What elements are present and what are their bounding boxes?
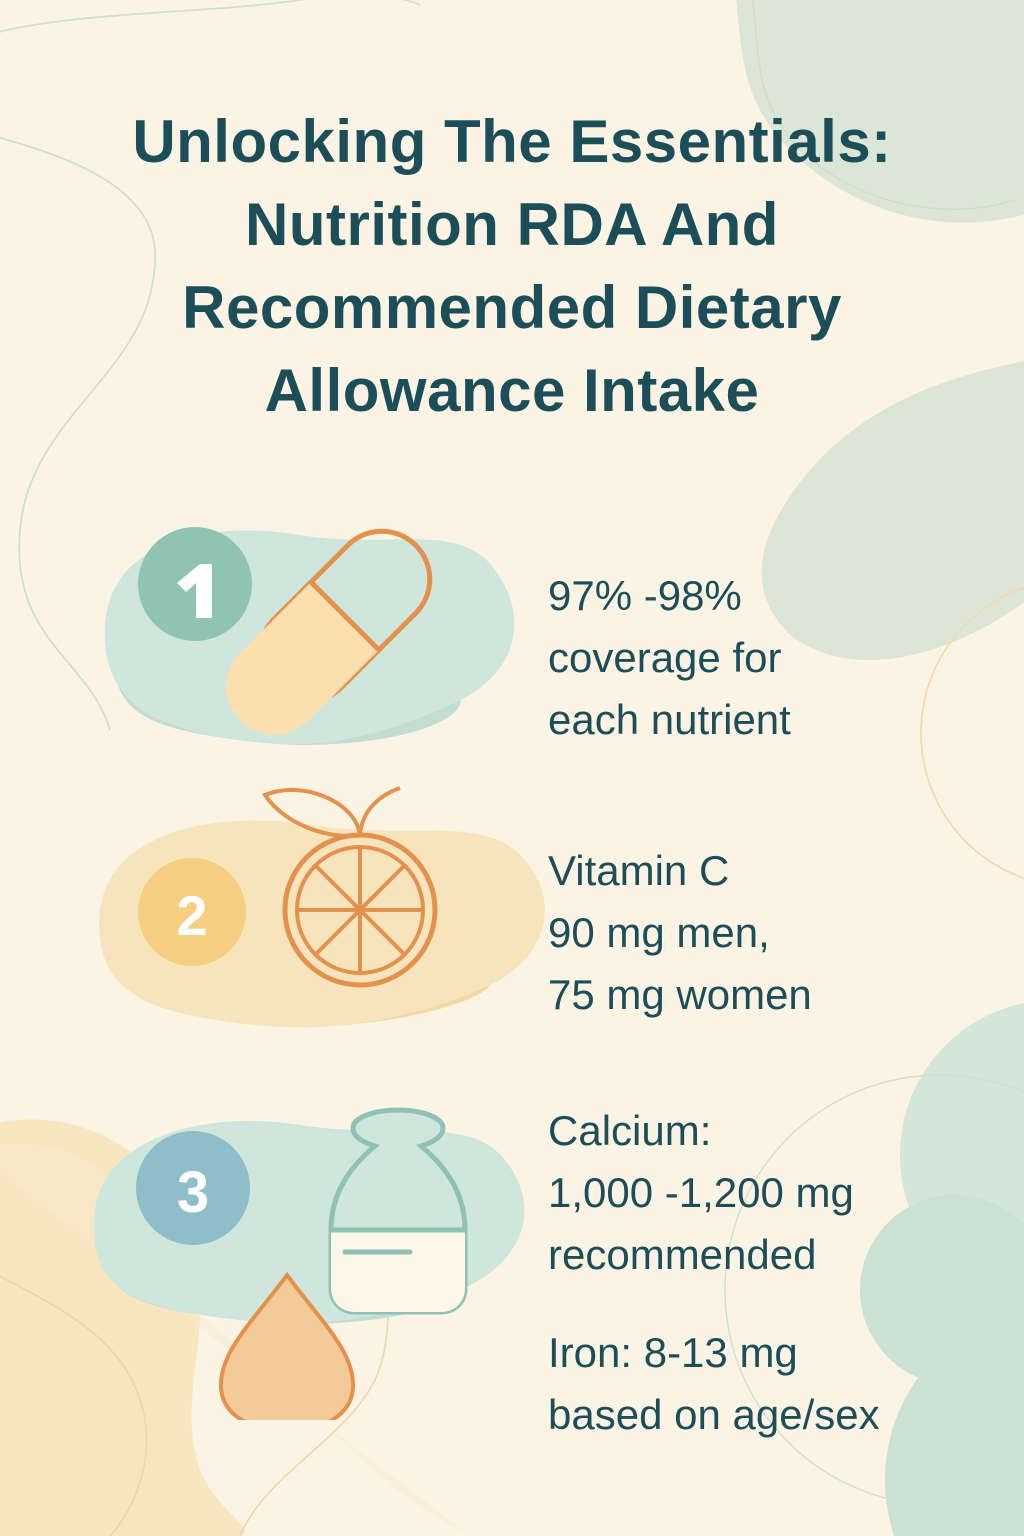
svg-text:2: 2 [176,884,207,947]
svg-text:3: 3 [177,1160,209,1225]
